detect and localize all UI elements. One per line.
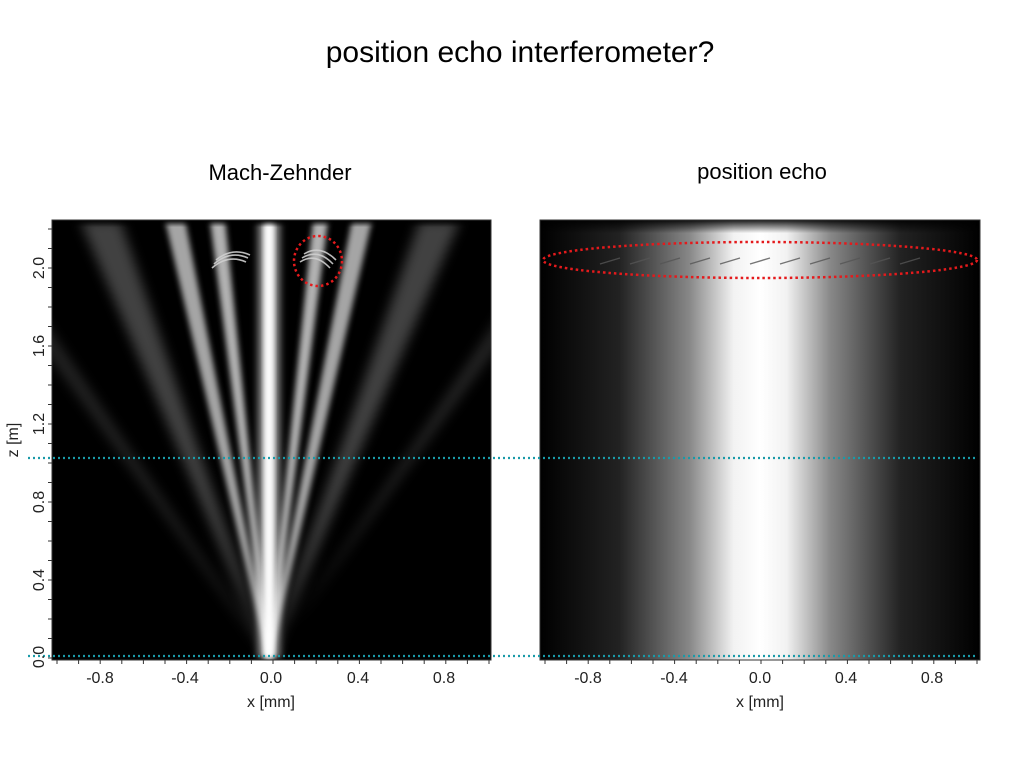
left-x-tick-1: -0.4: [171, 670, 199, 687]
left-y-tick-5: 2.0: [31, 257, 48, 279]
right-x-tick-3: 0.4: [835, 670, 857, 687]
right-fringes: [599, 257, 921, 265]
left-plot: [51, 219, 492, 661]
left-y-tick-0: 0.0: [31, 646, 48, 668]
axis-ticks: [48, 228, 978, 664]
right-highlight-ellipse: [541, 240, 979, 280]
left-y-tick-3: 1.2: [31, 413, 48, 435]
left-beams: [52, 220, 491, 658]
right-x-tick-labels: -0.8 -0.4 0.0 0.4 0.8: [574, 670, 943, 687]
right-panel-title: position echo: [697, 159, 827, 184]
right-plot: [539, 219, 981, 661]
right-x-tick-2: 0.0: [749, 670, 771, 687]
right-x-tick-0: -0.8: [574, 670, 602, 687]
left-highlight-circle: [292, 234, 344, 288]
left-y-tick-4: 1.6: [31, 335, 48, 357]
right-x-tick-4: 0.8: [921, 670, 943, 687]
right-plot-frame: [539, 219, 981, 661]
right-x-tick-1: -0.4: [660, 670, 688, 687]
left-y-tick-labels: 0.0 0.4 0.8 1.2 1.6 2.0: [31, 257, 48, 668]
left-y-tick-1: 0.4: [31, 569, 48, 591]
left-x-tick-2: 0.0: [260, 670, 282, 687]
y-axis-label: z [m]: [5, 423, 22, 458]
left-y-tick-2: 0.8: [31, 491, 48, 513]
left-panel-title: Mach-Zehnder: [208, 160, 352, 185]
left-x-tick-4: 0.8: [433, 670, 455, 687]
right-x-axis-label: x [mm]: [736, 694, 784, 711]
left-x-axis-label: x [mm]: [247, 694, 295, 711]
left-x-tick-0: -0.8: [86, 670, 114, 687]
slide-title: position echo interferometer?: [325, 36, 715, 69]
left-x-tick-labels: -0.8 -0.4 0.0 0.4 0.8: [86, 670, 455, 687]
left-x-tick-3: 0.4: [347, 670, 369, 687]
left-plot-frame: [51, 219, 492, 661]
